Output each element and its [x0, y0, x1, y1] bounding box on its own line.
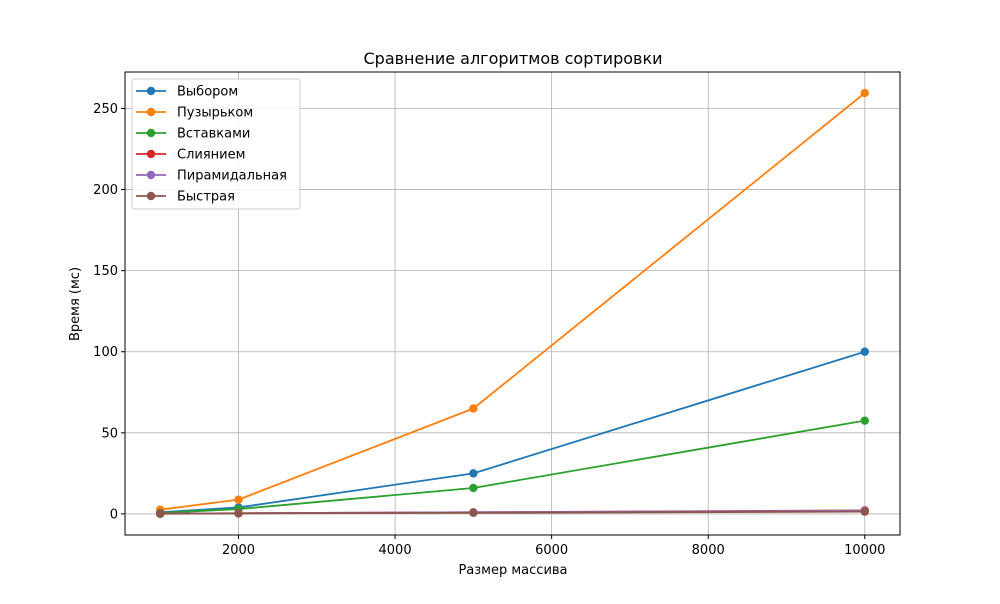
legend-swatch-marker [146, 128, 156, 138]
data-point [469, 404, 478, 413]
data-point [860, 347, 869, 356]
legend-swatch-marker [146, 170, 156, 180]
legend-label: Пирамидальная [177, 169, 287, 184]
data-point [234, 509, 243, 518]
series-line [159, 510, 866, 515]
x-tick-label: 8000 [692, 543, 725, 558]
legend: Выбором Пузырьком Вставками Слиянием Пирамид… [131, 78, 301, 210]
legend-label: Слиянием [177, 148, 245, 163]
legend-label: Пузырьком [177, 106, 253, 121]
x-tick-label: 2000 [222, 543, 255, 558]
data-point [469, 483, 478, 493]
y-tick-label: 200 [93, 183, 118, 198]
y-tick-label: 50 [101, 426, 118, 441]
x-tick-label: 10000 [844, 543, 885, 558]
y-tick-label: 250 [93, 102, 118, 117]
y-axis-label: Время (мс) [68, 267, 83, 341]
data-point [234, 495, 243, 504]
data-point [469, 469, 478, 478]
legend-swatch-marker [146, 86, 156, 96]
legend-label: Выбором [177, 85, 238, 100]
x-tick-label: 4000 [379, 543, 412, 558]
data-point [469, 508, 478, 517]
series-line [159, 350, 866, 514]
legend-swatch-marker [146, 149, 156, 159]
legend-box [131, 78, 301, 210]
series-line [159, 419, 866, 514]
plot-area: 2000 4000 6000 8000 10000 0 50 100 150 200 250 [93, 71, 901, 558]
y-tick-label: 100 [93, 345, 118, 360]
legend-label: Быстрая [177, 190, 235, 205]
series-line [159, 92, 866, 511]
legend-swatch-marker [146, 191, 156, 201]
chart-title: Сравнение алгоритмов сортировки [363, 49, 662, 68]
data-point [860, 416, 869, 425]
data-point [860, 507, 869, 516]
y-tick-label: 150 [93, 264, 118, 279]
x-axis-label: Размер массива [458, 563, 567, 578]
y-tick-label: 0 [110, 507, 118, 522]
legend-label: Вставками [177, 127, 250, 142]
data-point [860, 88, 869, 98]
x-tick-label: 6000 [535, 543, 568, 558]
legend-swatch-marker [146, 107, 156, 117]
axes-frame [124, 71, 901, 536]
data-point [156, 509, 165, 518]
